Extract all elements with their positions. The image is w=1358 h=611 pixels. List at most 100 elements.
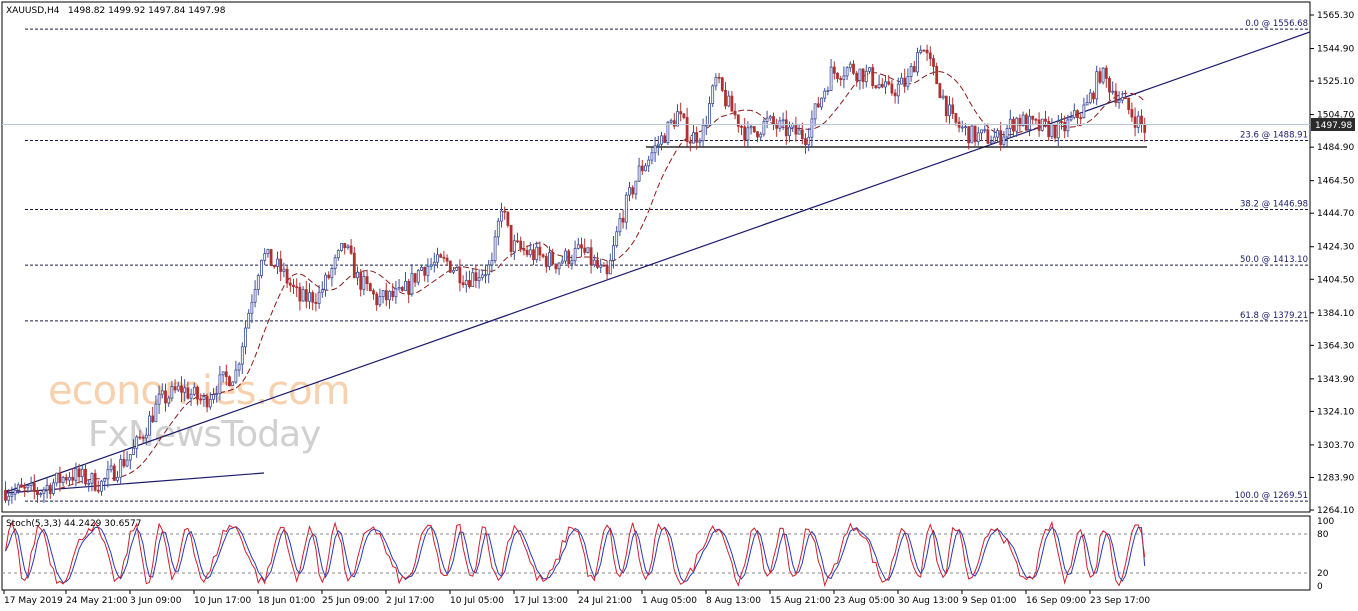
candle-body: [989, 141, 993, 144]
candle-body: [724, 89, 727, 107]
candle-body: [1063, 122, 1067, 132]
candle-body: [68, 476, 71, 481]
candle-body: [404, 280, 407, 291]
candle-body: [634, 180, 638, 195]
time-tick-label: 17 Jul 13:00: [514, 596, 568, 606]
candle-body: [26, 485, 30, 489]
candle-body: [996, 130, 999, 138]
candle-body: [7, 495, 11, 501]
candle-body: [61, 476, 65, 483]
candle-body: [282, 268, 286, 272]
fib-level-label: 38.2 @ 1446.98: [1240, 199, 1308, 209]
candle-body: [1037, 119, 1041, 131]
fib-level-label: 0.0 @ 1556.68: [1245, 19, 1308, 29]
candle-body: [1028, 115, 1031, 131]
candle-body: [464, 279, 468, 286]
candle-body: [829, 66, 833, 91]
candle-body: [970, 125, 974, 144]
candle-body: [519, 240, 523, 249]
price-tick-label: 1384.10: [1317, 309, 1354, 319]
candle-body: [352, 252, 356, 279]
candle-body: [1050, 124, 1054, 137]
candle-body: [138, 436, 142, 439]
candle-body: [948, 104, 951, 117]
candle-body: [455, 267, 459, 271]
candle-body: [765, 117, 769, 122]
candle-body: [103, 478, 107, 482]
candle-body: [368, 283, 372, 292]
candle-body: [986, 129, 990, 144]
candle-body: [650, 152, 654, 161]
time-tick-label: 15 Aug 21:00: [770, 596, 831, 606]
watermark-economies: economies.com: [48, 368, 350, 414]
candle-body: [314, 301, 318, 304]
candle-body: [717, 76, 721, 79]
candle-body: [292, 284, 295, 288]
candle-body: [551, 252, 555, 265]
candle-body: [964, 126, 967, 129]
candle-body: [682, 113, 686, 118]
candle-body: [570, 260, 574, 265]
stoch-readout: Stoch(5,3,3) 44.2429 30.6577: [6, 519, 141, 529]
candle-body: [221, 371, 225, 376]
candle-body: [362, 276, 366, 290]
candle-body: [1031, 115, 1035, 120]
candle-body: [893, 92, 897, 97]
candle-body: [356, 271, 359, 279]
candle-body: [199, 398, 203, 401]
candle-body: [256, 275, 260, 290]
candle-body: [1024, 114, 1028, 131]
candle-body: [372, 290, 375, 295]
candle-body: [1098, 71, 1102, 83]
candle-body: [109, 465, 113, 471]
candle-body: [516, 240, 519, 243]
fib-level-label: 100.0 @ 1269.51: [1235, 491, 1308, 501]
candle-body: [42, 489, 46, 494]
price-tick-label: 1343.90: [1317, 375, 1354, 385]
candle-body: [640, 165, 644, 172]
candle-body: [183, 387, 187, 393]
candle-body: [154, 403, 158, 423]
candle-body: [522, 248, 526, 251]
candle-body: [564, 250, 567, 262]
candle-body: [336, 250, 340, 259]
candle-body: [1140, 115, 1143, 125]
candle-body: [768, 116, 772, 119]
candle-body: [621, 217, 625, 223]
candle-body: [164, 390, 167, 404]
candle-body: [461, 282, 465, 286]
candle-body: [448, 260, 452, 273]
candle-body: [548, 252, 551, 267]
candle-body: [298, 286, 302, 302]
candle-body: [676, 111, 679, 127]
candle-body: [1085, 102, 1089, 106]
candle-body: [695, 132, 699, 143]
candle-body: [301, 289, 305, 302]
candle-body: [288, 282, 292, 286]
candle-body: [16, 484, 20, 491]
candle-body: [512, 240, 516, 252]
stoch-signal-line: [5, 525, 1146, 584]
candle-body: [388, 290, 391, 301]
candle-body: [173, 386, 177, 391]
candle-body: [237, 363, 241, 371]
candle-body: [410, 273, 414, 295]
candle-body: [279, 258, 283, 272]
candle-body: [701, 124, 705, 142]
candle-body: [365, 276, 369, 285]
candle-body: [903, 77, 907, 87]
candle-body: [932, 58, 935, 67]
candle-body: [794, 123, 798, 135]
candle-body: [80, 468, 84, 478]
candle-body: [874, 85, 878, 89]
candle-body: [599, 264, 603, 268]
candle-body: [231, 381, 235, 387]
price-tick-label: 1464.50: [1317, 177, 1354, 187]
candle-body: [45, 485, 49, 491]
candle-body: [490, 260, 494, 266]
candle-body: [592, 259, 596, 266]
candle-body: [1124, 97, 1127, 100]
price-tick-label: 1404.50: [1317, 275, 1354, 285]
candle-body: [925, 49, 929, 54]
